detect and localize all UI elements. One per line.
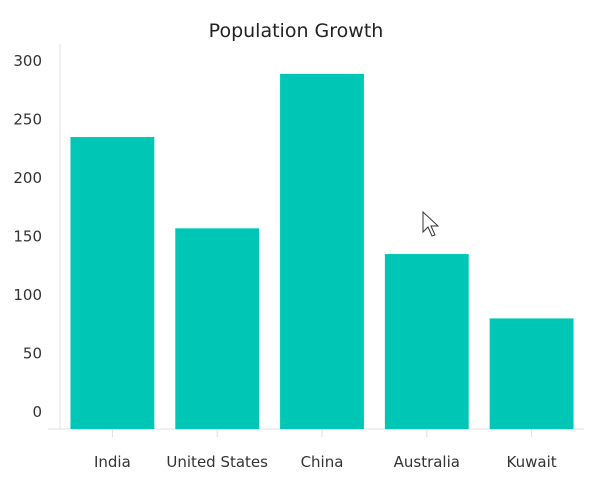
x-tick-label: Australia [394,453,460,471]
y-tick-label: 150 [13,228,42,246]
bar-kuwait[interactable] [489,318,574,429]
x-tick-label: United States [166,453,268,471]
y-tick-label: 0 [32,403,42,421]
x-tick-label: Kuwait [507,453,557,471]
bar-india[interactable] [70,137,155,430]
x-tick-label: India [94,453,131,471]
x-axis: India United States China Australia Kuwait [48,428,584,471]
y-tick-label: 100 [13,286,42,304]
bar-australia[interactable] [384,254,469,429]
y-tick-label: 200 [13,169,42,187]
y-tick-label: 250 [13,111,42,129]
x-tick-label: China [301,453,344,471]
mouse-pointer-icon [422,210,440,237]
y-tick-label: 300 [13,52,42,70]
bars [70,73,574,430]
y-axis: 0 50 100 150 200 250 300 [13,44,61,429]
bar-china[interactable] [280,73,364,430]
chart-title: Population Growth [209,20,384,42]
y-tick-label: 50 [23,345,42,363]
bar-united-states[interactable] [175,228,260,429]
